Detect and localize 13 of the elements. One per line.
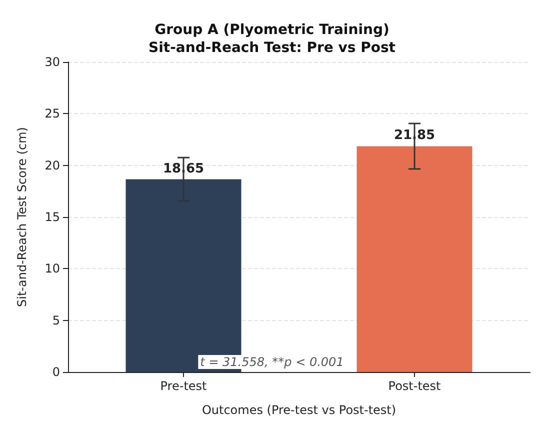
y-tick-label: 15 bbox=[44, 210, 60, 224]
chart-title: Group A (Plyometric Training) Sit-and-Reach Test: Pre vs Post bbox=[148, 22, 396, 56]
x-tick-label: Post-test bbox=[388, 379, 442, 393]
y-axis-title: Sit-and-Reach Test Score (cm) bbox=[15, 127, 29, 307]
y-tick-label: 0 bbox=[52, 365, 60, 379]
y-tick-label: 20 bbox=[44, 158, 60, 172]
y-tick-label: 25 bbox=[44, 106, 60, 121]
x-axis-title: Outcomes (Pre-test vs Post-test) bbox=[202, 403, 396, 417]
y-tick-label: 5 bbox=[52, 313, 60, 328]
x-tick-label: Pre-test bbox=[160, 379, 208, 393]
y-tick-label: 30 bbox=[44, 55, 60, 69]
y-tick-label: 10 bbox=[44, 262, 60, 276]
annotation: t = 31.558, **p < 0.001 bbox=[200, 355, 344, 369]
